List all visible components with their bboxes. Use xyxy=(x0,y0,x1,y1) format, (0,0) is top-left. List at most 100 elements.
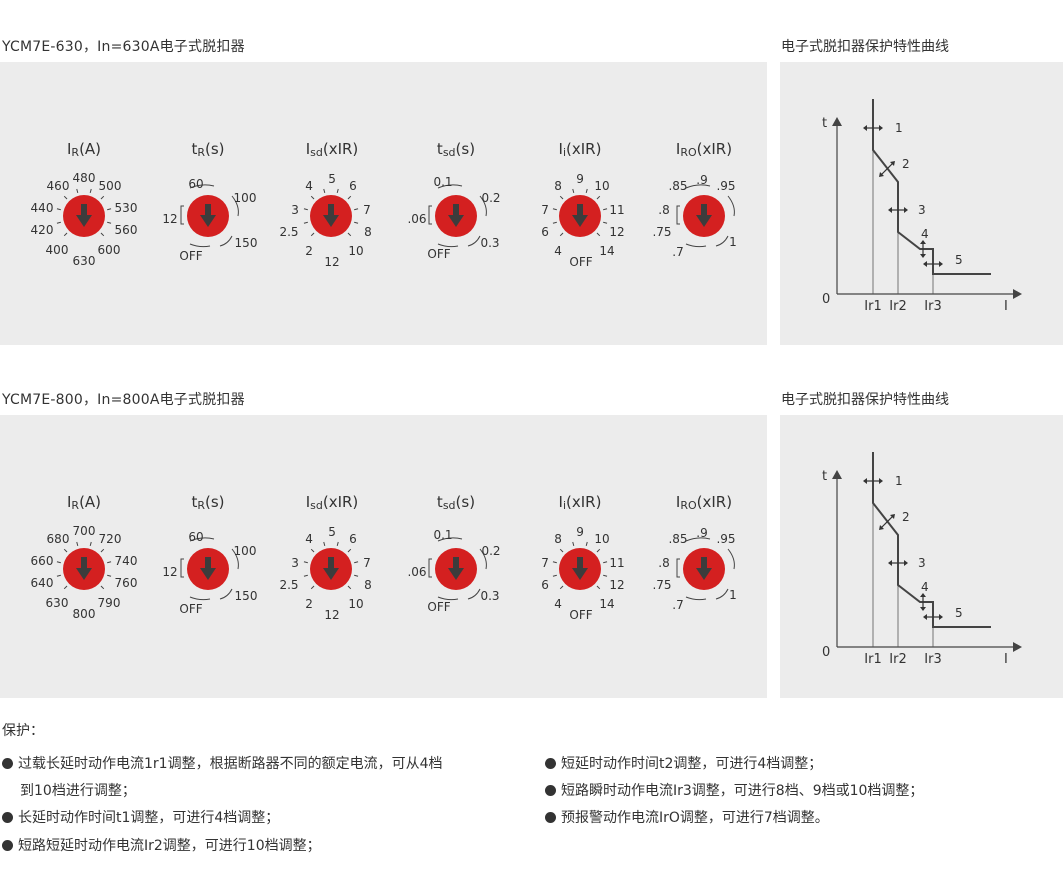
dial-tick-label: 12 xyxy=(162,565,177,579)
dial-tick-label: 630 xyxy=(73,254,96,268)
dial-arc xyxy=(685,596,707,601)
dial-knob[interactable]: 60 100 12 150 OFF xyxy=(162,177,257,263)
dial-tick-label: 760 xyxy=(115,576,138,590)
dial-arc xyxy=(715,588,729,600)
dial-knob[interactable]: .85 .9 .95 .8 .75 1 .7 xyxy=(652,173,736,259)
dial-knob[interactable]: 8 9 10 7 11 6 12 4 OFF 14 xyxy=(541,172,624,269)
dial-tick-label: .7 xyxy=(672,598,683,612)
dial-arc xyxy=(685,184,711,189)
dial-tick-label: 4 xyxy=(305,532,313,546)
dial-tick-label: 5 xyxy=(328,525,336,539)
dial-knob[interactable]: .85 .9 .95 .8 .75 1 .7 xyxy=(652,526,736,612)
dial-tick-label: 14 xyxy=(599,244,614,258)
dial-tick-label: OFF xyxy=(569,608,592,622)
dial-tick-label: .06 xyxy=(407,212,426,226)
dial-tick-label: 600 xyxy=(98,243,121,257)
dial-tick-label: .95 xyxy=(716,532,735,546)
dial-tick-label: 560 xyxy=(115,223,138,237)
dial-tick-label: 7 xyxy=(541,556,549,570)
dial-knob[interactable]: 0.1 0.2 .06 0.3 OFF xyxy=(407,175,500,261)
dial-tick xyxy=(596,548,601,553)
adjust-arrow-icon xyxy=(879,514,895,530)
dial-tick-label: 500 xyxy=(99,179,122,193)
dial-tick xyxy=(603,574,608,577)
dial-tick-label: 12 xyxy=(162,212,177,226)
dial-tick-label: 6 xyxy=(349,179,357,193)
dial-tick-label: 720 xyxy=(99,532,122,546)
protection-item-right-3: 预报警动作电流IrO调整，可进行7档调整。 xyxy=(545,805,829,832)
protection-curve-1: t I 0 Ir1 Ir2 Ir3 1 2 3 4 5 xyxy=(822,99,1022,314)
dial-tick-label: .75 xyxy=(652,578,671,592)
adjust-arrow-icon xyxy=(923,614,943,620)
dial-tick-label: .75 xyxy=(652,225,671,239)
dial-tick xyxy=(336,188,339,193)
dial-tick xyxy=(310,548,315,553)
dial-tick xyxy=(336,541,339,546)
dial-tick xyxy=(596,195,601,200)
dial-arc xyxy=(189,243,211,248)
dial-tick-label: 4 xyxy=(554,597,562,611)
bullet-icon xyxy=(2,812,13,823)
dial-tick xyxy=(354,208,359,211)
dial-tick-label: 10 xyxy=(594,179,609,193)
curve-marker-label: 5 xyxy=(955,606,963,620)
dial-tick-label: 5 xyxy=(328,172,336,186)
dial-tick xyxy=(347,195,352,200)
dial-knob[interactable]: 60 100 12 150 OFF xyxy=(162,530,257,616)
dial-tick-label: 10 xyxy=(594,532,609,546)
dial-tick xyxy=(559,585,564,590)
dial-tick xyxy=(107,561,112,564)
bullet-icon xyxy=(545,785,556,796)
dial-arc xyxy=(231,195,239,217)
dial-tick xyxy=(559,195,564,200)
dial-knob[interactable]: 0.1 0.2 .06 0.3 OFF xyxy=(407,528,500,614)
section-2-dial-panel xyxy=(0,415,767,698)
dial-tick-label: 10 xyxy=(348,244,363,258)
dial-tick-label: OFF xyxy=(179,602,202,616)
ir-label: Ir1 xyxy=(864,299,881,314)
dial-tick xyxy=(572,541,575,546)
dial-label-isd: Isd(xIR) xyxy=(305,140,359,159)
dial-tick-label: OFF xyxy=(179,249,202,263)
adjust-arrow-icon xyxy=(888,560,908,566)
dial-tick-label: 7 xyxy=(363,203,371,217)
dial-arc xyxy=(189,537,215,542)
dial-tick xyxy=(585,188,588,193)
adjust-arrow-icon xyxy=(888,207,908,213)
dial-tick xyxy=(63,585,68,590)
origin-label: 0 xyxy=(822,292,830,307)
dial-tick xyxy=(559,232,564,237)
dial-knob[interactable]: 8 9 10 7 11 6 12 4 OFF 14 xyxy=(541,525,624,622)
dial-arc xyxy=(467,588,481,600)
dial-tick-label: 100 xyxy=(234,191,257,205)
dial-tick-label: 1 xyxy=(729,235,737,249)
dial-tick-label: 12 xyxy=(609,225,624,239)
protection-item-left-2: 长延时动作时间t1调整，可进行4档调整； xyxy=(2,805,279,832)
dial-tick xyxy=(310,195,315,200)
dial-tick xyxy=(585,541,588,546)
dial-tick xyxy=(303,221,308,224)
dial-tick xyxy=(89,188,92,193)
adjust-arrow-icon xyxy=(863,478,883,484)
i-axis-arrow xyxy=(1013,642,1022,652)
dial-knob[interactable]: 4 5 6 3 7 2.5 8 2 12 10 xyxy=(279,525,371,622)
dial-tick-label: 60 xyxy=(188,177,203,191)
dial-arc xyxy=(727,195,735,217)
dial-tick-label: 0.1 xyxy=(433,175,452,189)
dial-knob[interactable]: 4 5 6 3 7 2.5 8 2 12 10 xyxy=(279,172,371,269)
dial-tick-label: 12 xyxy=(324,255,339,269)
dial-label-tsd: tsd(s) xyxy=(436,140,476,159)
dial-tick-label: 740 xyxy=(115,554,138,568)
dial-tick xyxy=(552,561,557,564)
dial-tick-label: 4 xyxy=(305,179,313,193)
dial-tick-label: 3 xyxy=(291,556,299,570)
dial-tick-label: 680 xyxy=(47,532,70,546)
dial-tick-label: 11 xyxy=(609,556,624,570)
dial-arc xyxy=(437,243,459,248)
dial-tick xyxy=(596,585,601,590)
ir-label: Ir2 xyxy=(889,299,906,314)
dial-tick xyxy=(89,541,92,546)
